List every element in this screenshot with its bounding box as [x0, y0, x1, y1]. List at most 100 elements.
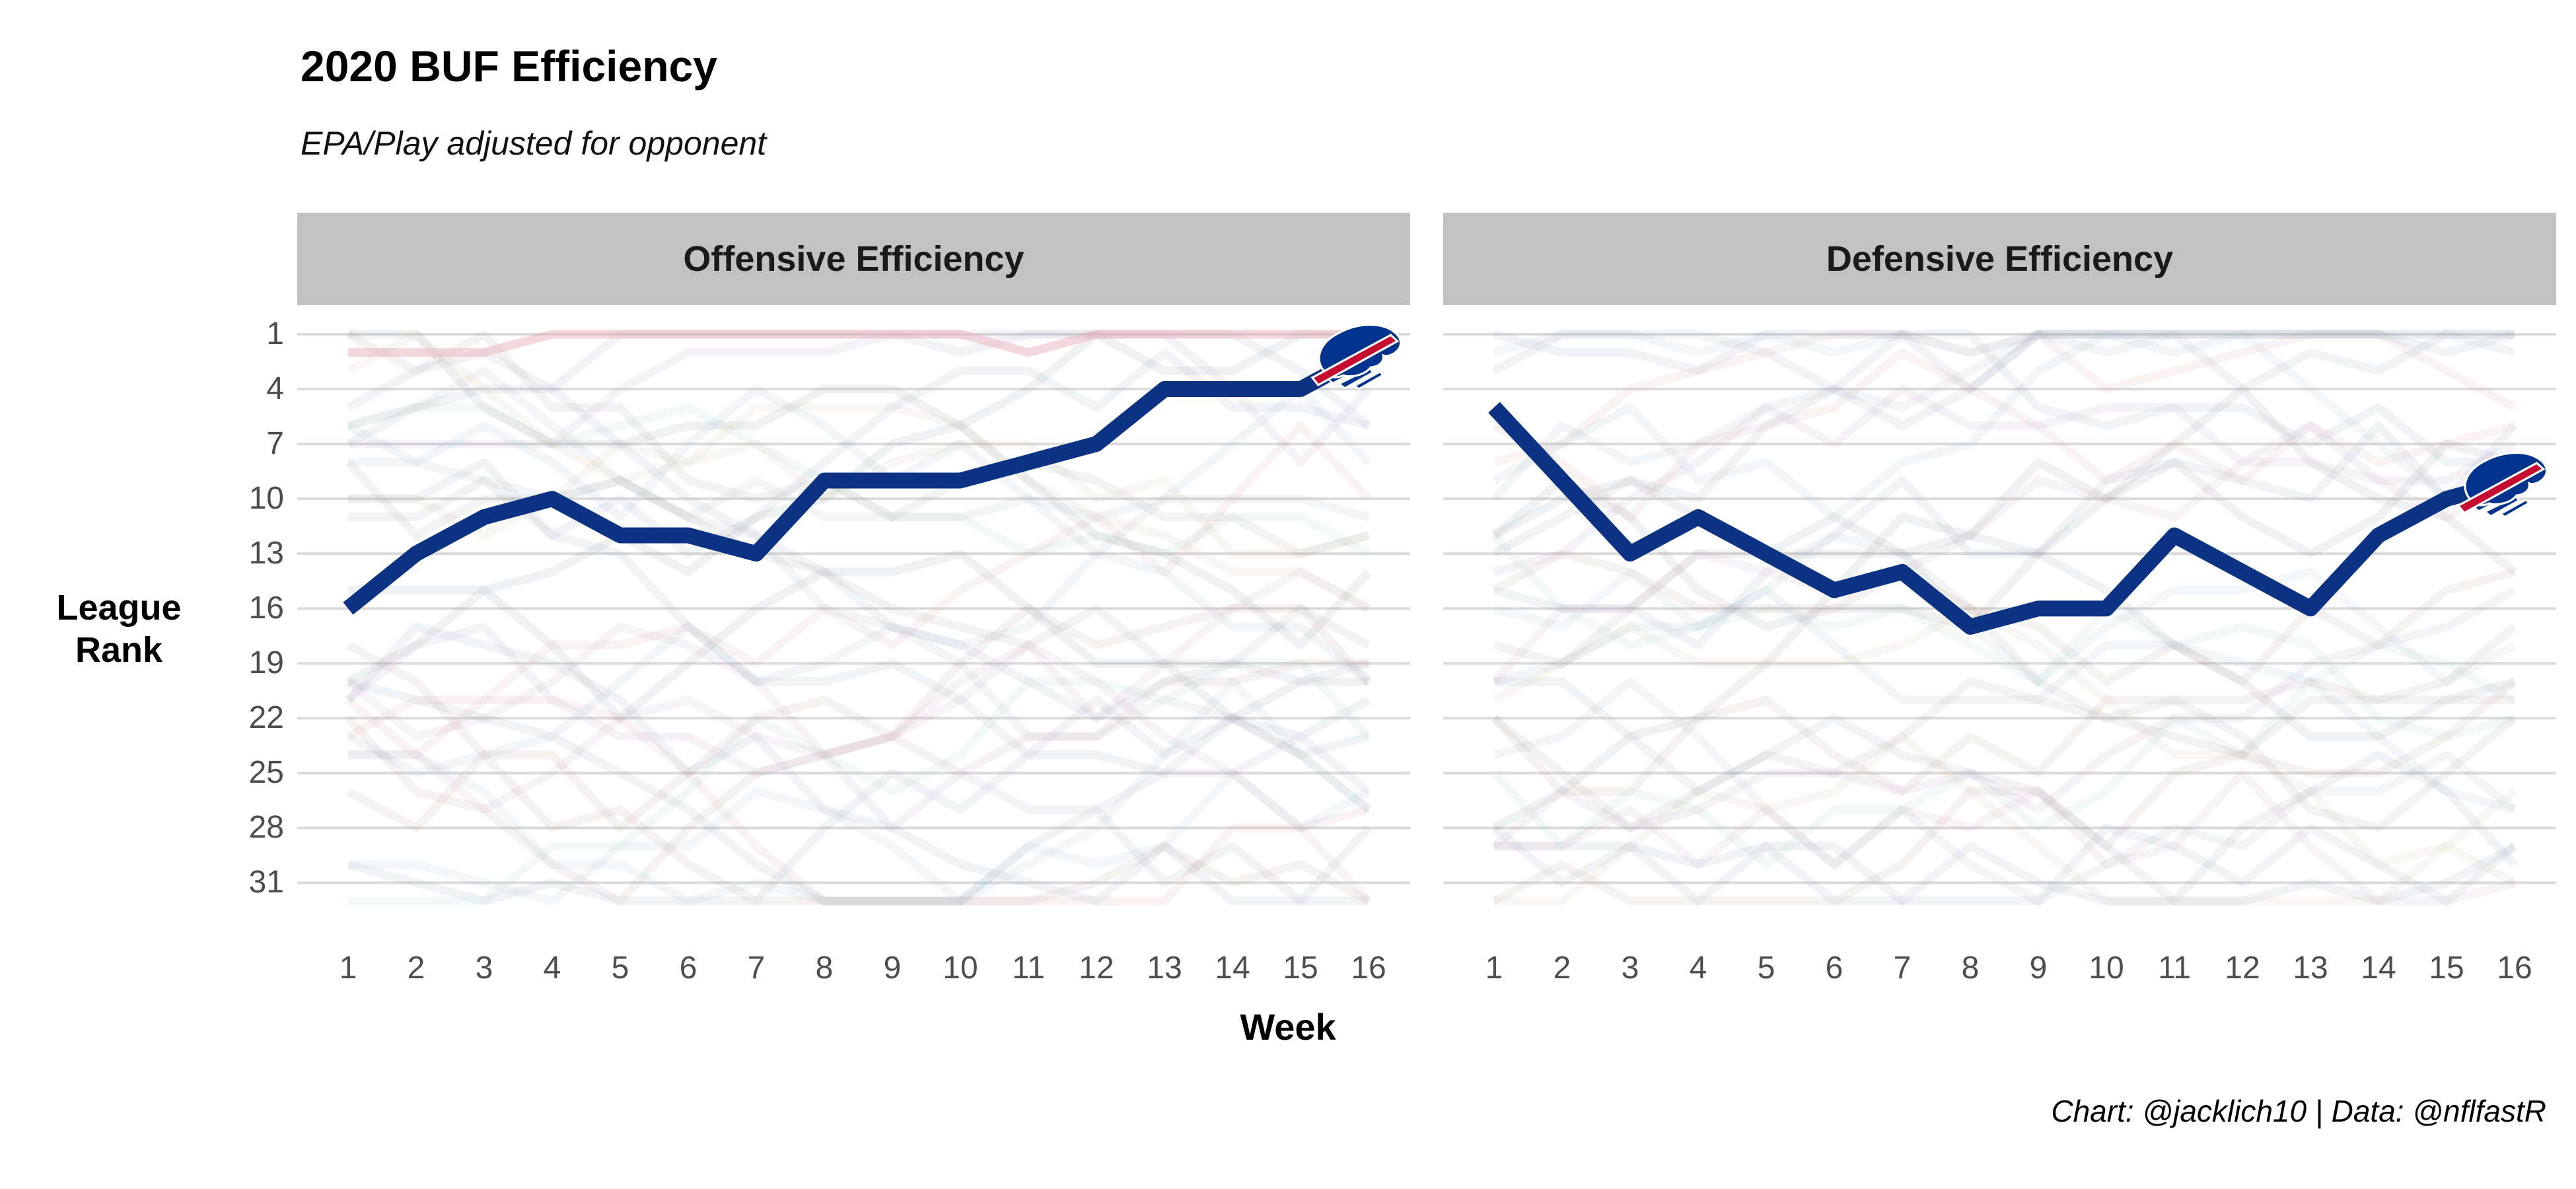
x-tick-label: 9 — [883, 951, 902, 986]
x-tick-label: 6 — [679, 951, 698, 986]
bills-logo-icon — [2449, 445, 2557, 527]
background-team-line — [1491, 330, 2516, 522]
background-team-line — [348, 458, 1370, 558]
background-team-line — [1493, 384, 2517, 577]
background-team-line — [1491, 824, 2517, 906]
y-tick-label: 16 — [248, 591, 284, 626]
x-tick-label: 8 — [815, 951, 834, 986]
x-tick-label: 7 — [1893, 951, 1912, 986]
background-team-line — [348, 330, 1372, 467]
facet-strip-defense: Defensive Efficiency — [1443, 213, 2556, 305]
facet-strip-offense: Offensive Efficiency — [297, 213, 1410, 305]
background-team-line — [348, 768, 1371, 906]
facet-strip-offense-label: Offensive Efficiency — [683, 239, 1024, 279]
y-tick-label: 13 — [248, 536, 284, 571]
background-team-line — [348, 549, 1369, 723]
background-team-line — [1491, 678, 2518, 906]
background-team-line — [1493, 421, 2518, 650]
background-team-line — [1491, 330, 2515, 394]
background-team-line — [1491, 641, 2517, 869]
background-team-line — [345, 348, 1370, 723]
background-team-line — [1493, 530, 2517, 686]
x-tick-label: 5 — [611, 951, 629, 986]
background-team-line — [347, 696, 1371, 906]
background-team-line — [1491, 330, 2515, 502]
x-tick-label: 15 — [1283, 951, 1318, 986]
x-tick-label: 7 — [747, 951, 766, 986]
background-team-line — [1493, 330, 2515, 503]
background-team-line — [345, 622, 1369, 906]
x-tick-label: 2 — [407, 951, 425, 986]
background-team-line — [348, 659, 1372, 906]
y-axis-title-line2: Rank — [75, 630, 163, 670]
background-team-line — [1491, 330, 2516, 558]
chart-caption: Chart: @jacklich10 | Data: @nflfastR — [2051, 1094, 2546, 1128]
x-tick-label: 13 — [1147, 951, 1182, 986]
background-team-line — [1491, 439, 2516, 631]
background-team-line — [1491, 677, 2518, 832]
background-team-line — [345, 330, 1370, 558]
y-tick-label: 19 — [248, 645, 284, 681]
x-tick-label: 14 — [1215, 951, 1250, 986]
offense-efficiency-plot — [297, 316, 1411, 906]
background-team-line — [348, 330, 1369, 449]
background-team-line — [1491, 677, 2515, 796]
background-team-line — [1491, 532, 2516, 741]
background-team-line — [348, 567, 1371, 814]
background-team-line — [1491, 604, 2517, 887]
y-axis-title: League Rank — [20, 587, 218, 671]
buf-rank-line — [343, 345, 1373, 615]
background-team-line — [345, 659, 1369, 832]
y-tick-label: 10 — [248, 481, 284, 517]
y-tick-label: 22 — [248, 700, 284, 736]
background-team-line — [347, 403, 1371, 558]
background-team-line — [345, 421, 1372, 686]
background-team-line — [347, 366, 1372, 813]
x-tick-label: 1 — [1485, 951, 1503, 986]
background-team-line — [1494, 823, 2518, 906]
x-tick-label: 16 — [1351, 951, 1386, 986]
background-team-line — [1493, 586, 2516, 814]
y-tick-label: 25 — [248, 755, 284, 791]
background-team-line — [345, 384, 1372, 522]
background-team-line — [345, 549, 1372, 777]
x-tick-label: 2 — [1553, 951, 1571, 986]
y-tick-label: 4 — [266, 371, 284, 407]
x-tick-label: 5 — [1757, 951, 1775, 986]
x-tick-label: 10 — [943, 951, 978, 986]
background-team-line — [347, 677, 1372, 906]
background-team-line — [1493, 330, 2517, 467]
x-tick-label: 11 — [1012, 951, 1045, 986]
background-team-line — [345, 696, 1370, 906]
x-tick-label: 12 — [2225, 951, 2260, 986]
defense-efficiency-plot — [1443, 330, 2557, 906]
y-axis-title-line1: League — [56, 588, 182, 628]
background-team-line — [1494, 732, 2518, 906]
y-tick-label: 1 — [266, 316, 284, 351]
chart-subtitle: EPA/Play adjusted for opponent — [301, 125, 767, 162]
x-tick-label: 1 — [339, 951, 357, 986]
background-team-line-pinned — [348, 330, 1369, 357]
x-tick-label: 15 — [2429, 951, 2464, 986]
x-tick-label: 8 — [1961, 951, 1980, 986]
x-tick-label: 9 — [2029, 951, 2048, 986]
background-team-line — [1493, 330, 2515, 467]
background-team-line — [1494, 677, 2518, 906]
background-team-line — [345, 622, 1372, 832]
background-team-line — [345, 459, 1371, 668]
buf-rank-line — [1488, 402, 2517, 635]
background-team-line — [1494, 768, 2516, 906]
y-tick-label: 31 — [248, 865, 284, 900]
x-tick-label: 11 — [2158, 951, 2191, 986]
x-tick-label: 16 — [2497, 951, 2532, 986]
background-team-line — [345, 604, 1372, 906]
x-axis-title: Week — [1240, 1006, 1336, 1048]
background-team-line — [348, 403, 1371, 612]
x-tick-label: 4 — [543, 951, 561, 986]
x-tick-label: 3 — [475, 951, 493, 986]
x-tick-label: 3 — [1621, 951, 1639, 986]
x-tick-label: 13 — [2293, 951, 2328, 986]
chart-title: 2020 BUF Efficiency — [301, 42, 717, 90]
background-team-line — [1493, 677, 2518, 906]
